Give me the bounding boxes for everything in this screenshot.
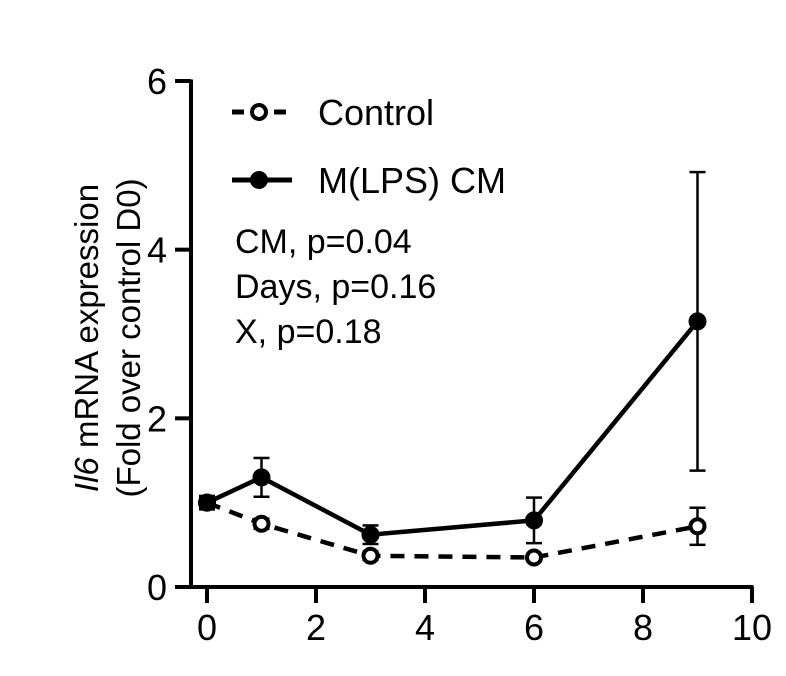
point-control-day-3 (361, 546, 380, 565)
y-tick-label-2: 2 (147, 398, 167, 439)
y-axis-label-gene: Il6 (68, 457, 105, 493)
legend: Control M(LPS) CM (232, 92, 506, 201)
series-line-control (206, 500, 698, 560)
axis-ticks: 0 2 4 6 0 2 4 6 8 10 (147, 61, 772, 648)
x-tick-label-4: 4 (415, 607, 435, 648)
axes (189, 79, 754, 589)
series-mlps-cm (198, 170, 707, 546)
point-control-day-9 (688, 517, 707, 536)
point-control-day-1 (252, 514, 271, 533)
y-axis-label: Il6 mRNA expression (Fold over control D… (68, 178, 147, 497)
y-tick-label-4: 4 (147, 230, 167, 271)
series-layer (198, 170, 707, 567)
x-tick-label-0: 0 (197, 607, 217, 648)
y-axis-label-rest: mRNA expression (68, 184, 105, 457)
annotation-x-p: X, p=0.18 (235, 313, 382, 351)
annotation-days-p: Days, p=0.16 (235, 268, 436, 306)
statistics-annotations: CM, p=0.04 Days, p=0.16 X, p=0.18 (235, 223, 436, 351)
point-mlps-cm-day-0 (198, 493, 216, 512)
x-tick-label-8: 8 (633, 607, 653, 648)
annotation-cm-p: CM, p=0.04 (235, 223, 412, 261)
legend-entry-control: Control (232, 92, 434, 133)
y-axis-label-line2: (Fold over control D0) (110, 178, 147, 497)
point-control-day-6 (525, 548, 543, 567)
legend-mlps-label: M(LPS) CM (318, 160, 506, 201)
point-mlps-cm-day-6 (525, 511, 543, 530)
x-tick-label-2: 2 (306, 607, 326, 648)
legend-control-label: Control (318, 92, 434, 133)
y-axis-label-line1: Il6 mRNA expression (68, 184, 105, 492)
point-mlps-cm-day-9 (688, 312, 707, 331)
y-tick-label-0: 0 (147, 567, 167, 608)
point-mlps-cm-day-1 (252, 468, 271, 487)
legend-mlps-marker (250, 171, 268, 189)
x-tick-label-6: 6 (524, 607, 544, 648)
series-line-mlps-cm (206, 319, 700, 537)
y-tick-label-6: 6 (147, 61, 167, 102)
legend-control-marker (250, 103, 268, 121)
point-mlps-cm-day-3 (361, 525, 380, 544)
series-control (198, 493, 707, 567)
legend-entry-mlps-cm: M(LPS) CM (232, 160, 506, 201)
x-tick-label-10: 10 (732, 607, 772, 648)
